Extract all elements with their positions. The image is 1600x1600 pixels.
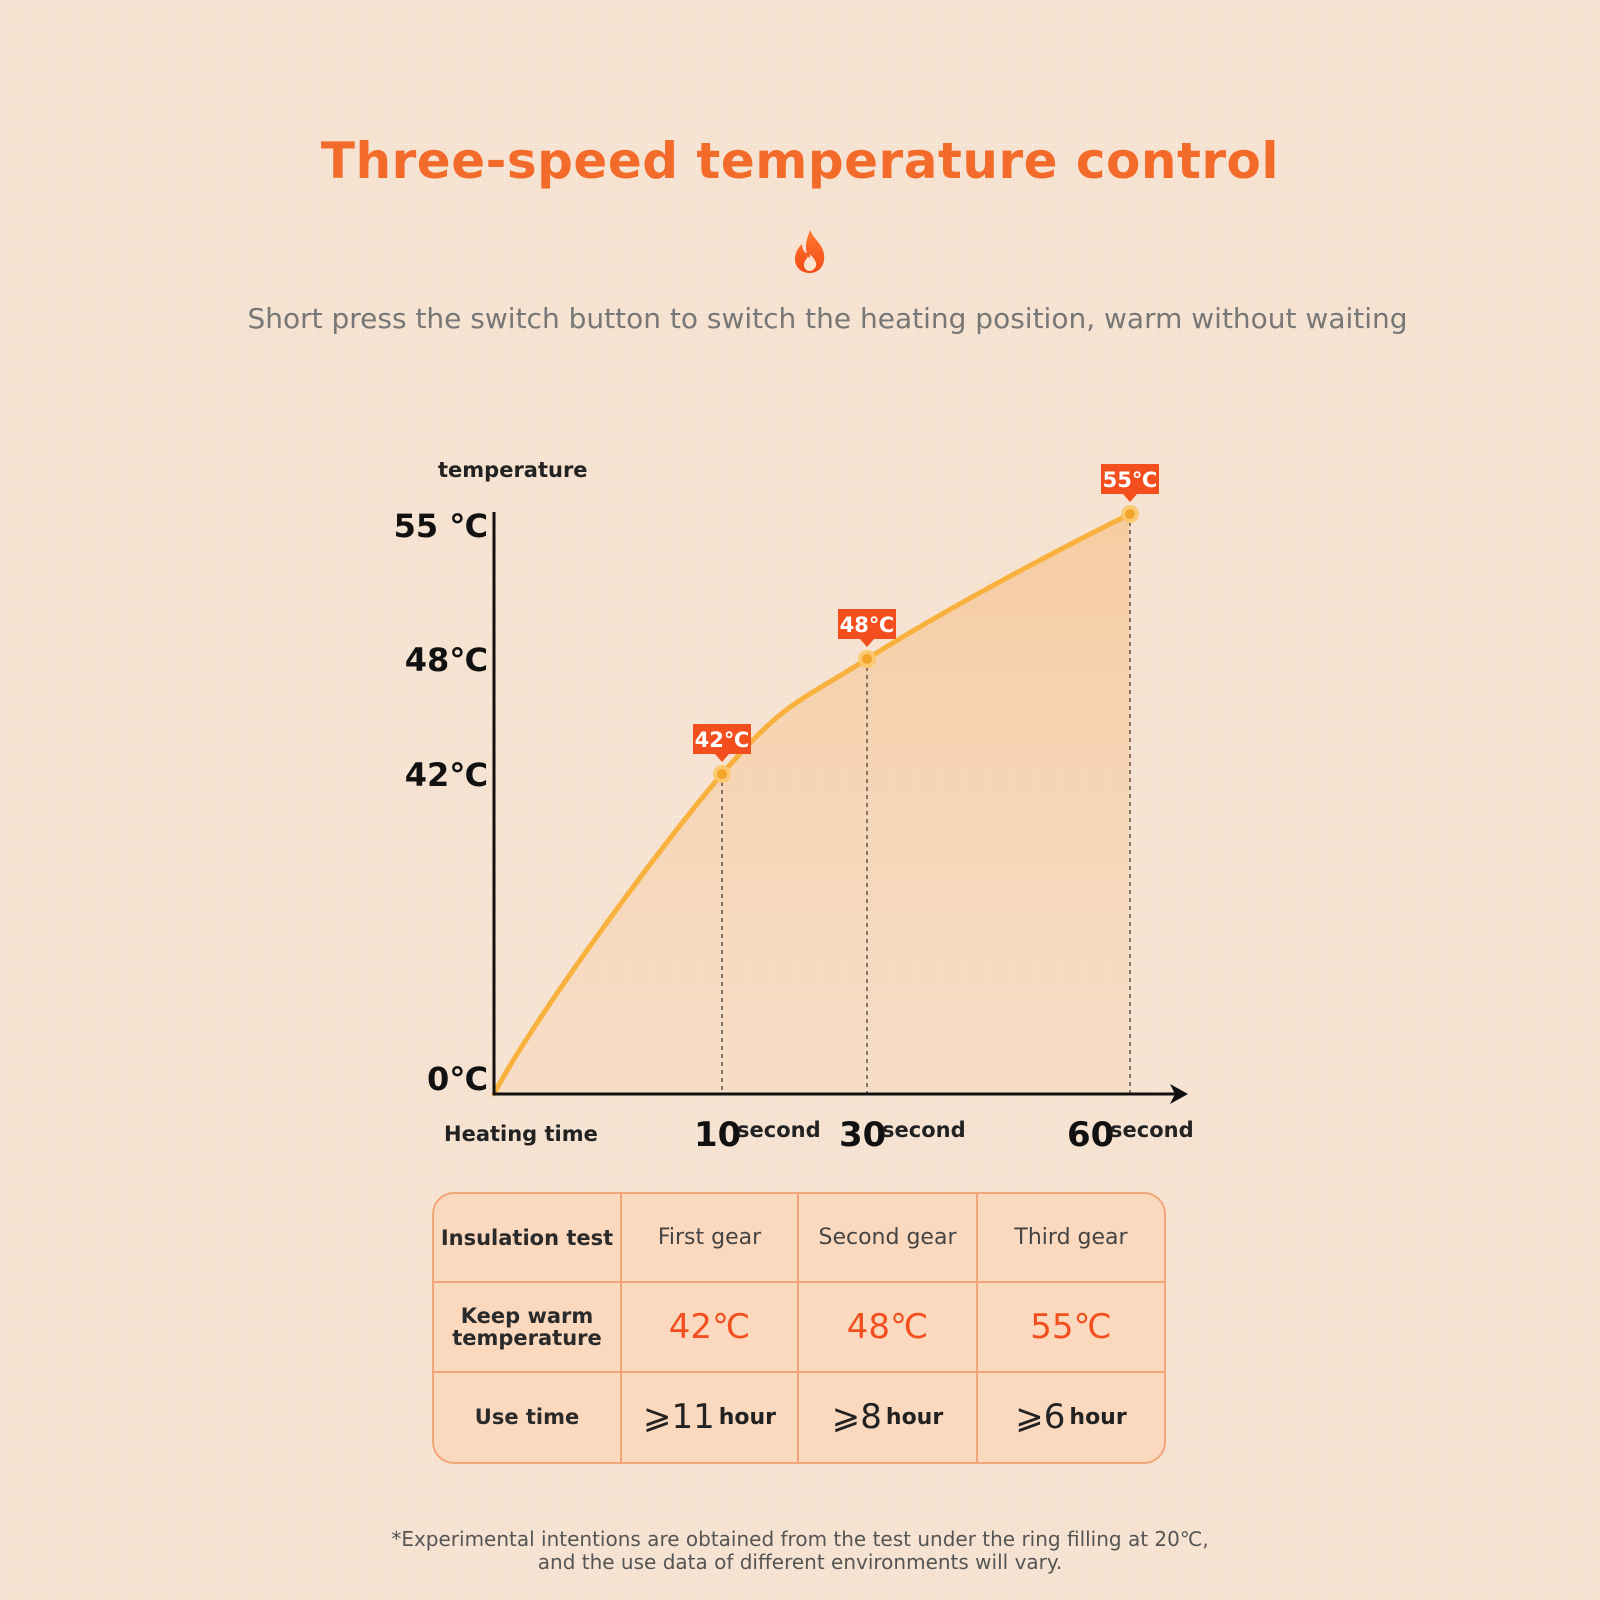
y-tick-label: 55 ℃ — [394, 507, 488, 545]
use-time-unit: hour — [885, 1404, 944, 1430]
row-label: Keep warm temperature — [434, 1283, 622, 1371]
table-header-cell: Third gear — [1014, 1225, 1128, 1251]
y-axis-title: temperature — [438, 458, 588, 482]
y-tick-label: 48℃ — [405, 641, 488, 679]
table-row: Use time ⩾11 hour ⩾8 hour ⩾6 hour — [434, 1372, 1164, 1462]
x-tick-label: 60 — [1067, 1115, 1114, 1155]
table-row: Keep warm temperature 42℃ 48℃ 55℃ — [434, 1283, 1164, 1373]
y-tick-label: 0℃ — [427, 1060, 488, 1098]
data-label: 55℃ — [1103, 468, 1158, 492]
data-label: 42℃ — [695, 728, 750, 752]
table-header-cell: Second gear — [799, 1194, 978, 1282]
x-tick-label: 30 — [839, 1115, 886, 1155]
use-time-unit: hour — [1069, 1404, 1127, 1430]
data-label: 48℃ — [840, 613, 895, 637]
x-tick-unit: second — [737, 1118, 821, 1142]
data-label-bubble — [693, 724, 751, 762]
x-axis-arrow — [1170, 1084, 1188, 1104]
table-cell: ⩾6 hour — [978, 1373, 1164, 1462]
insulation-table: Insulation test First gear Second gear T… — [432, 1192, 1166, 1464]
use-time-value: ⩾8 — [831, 1397, 882, 1438]
table-cell: 55℃ — [1030, 1306, 1112, 1347]
data-label-bubble — [838, 609, 896, 647]
data-point — [1125, 509, 1135, 519]
page-subtitle: Short press the switch button to switch … — [247, 302, 1408, 335]
table-cell: ⩾8 hour — [799, 1372, 978, 1462]
x-tick-unit: second — [882, 1118, 966, 1142]
x-tick-label: 10 — [694, 1115, 741, 1155]
series-line — [491, 511, 1133, 1097]
data-point — [862, 654, 872, 664]
area-fill — [494, 514, 1130, 1094]
page-title: Three-speed temperature control — [320, 132, 1280, 190]
data-label-bubble — [1101, 464, 1159, 502]
footnote-line: and the use data of different environmen… — [537, 1550, 1063, 1574]
use-time-unit: hour — [718, 1404, 777, 1430]
footnote: *Experimental intentions are obtained fr… — [0, 1528, 1600, 1574]
table-header-cell: First gear — [622, 1194, 799, 1282]
table-cell: 48℃ — [799, 1283, 978, 1371]
table-cell: 42℃ — [622, 1283, 799, 1371]
flame-icon — [795, 230, 825, 273]
use-time-value: ⩾6 — [1015, 1397, 1066, 1438]
data-point — [717, 769, 727, 779]
x-tick-unit: second — [1110, 1118, 1194, 1142]
row-label: Use time — [434, 1372, 622, 1462]
use-time-value: ⩾11 — [642, 1397, 715, 1438]
y-tick-label: 42℃ — [405, 756, 488, 794]
table-header-row: Insulation test First gear Second gear T… — [434, 1194, 1164, 1284]
table-header-cell: Insulation test — [434, 1194, 622, 1282]
x-axis-title: Heating time — [444, 1122, 598, 1146]
footnote-line: *Experimental intentions are obtained fr… — [391, 1527, 1209, 1551]
table-cell: ⩾11 hour — [622, 1372, 799, 1462]
